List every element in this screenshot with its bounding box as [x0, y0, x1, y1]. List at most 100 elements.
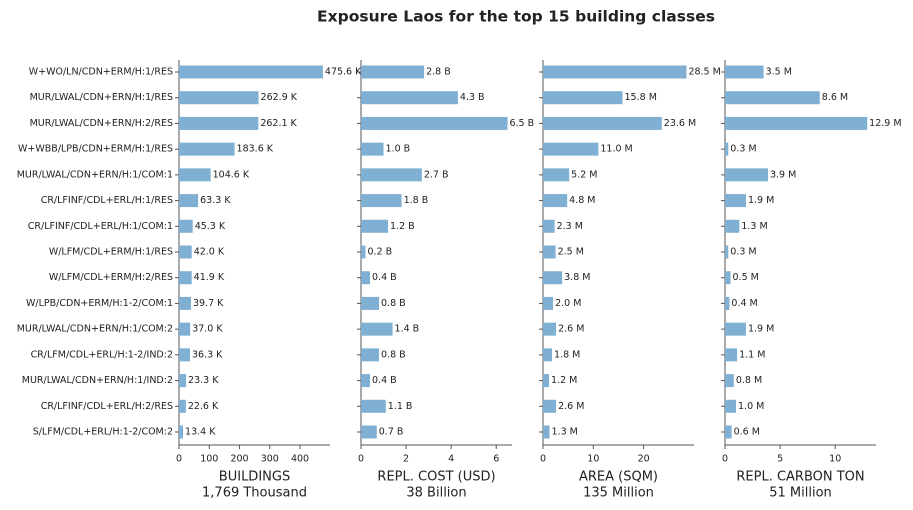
x-tick-label: 10 [587, 454, 599, 465]
value-label: 8.6 M [822, 92, 848, 103]
bar [543, 399, 557, 413]
value-label: 37.0 K [192, 324, 223, 335]
x-axis-label: REPL. COST (USD) [377, 470, 495, 485]
value-label: 2.3 M [557, 221, 583, 232]
value-label: 262.1 K [260, 118, 297, 129]
value-label: 1.8 M [554, 349, 580, 360]
bar [543, 219, 555, 233]
bar [543, 245, 556, 259]
bar [179, 194, 199, 208]
y-tick-label: CR/LFINF/CDL+ERL/H:2/RES [41, 401, 173, 412]
x-tick-label: 0 [722, 454, 728, 465]
value-label: 1.3 M [741, 221, 767, 232]
value-label: 5.2 M [571, 169, 597, 180]
value-label: 63.3 K [200, 195, 231, 206]
value-label: 41.9 K [194, 272, 225, 283]
bar [361, 296, 380, 310]
value-label: 1.2 B [390, 221, 415, 232]
bar [543, 296, 554, 310]
bar [361, 168, 422, 182]
value-label: 12.9 M [869, 118, 901, 129]
chart-title: Exposure Laos for the top 15 building cl… [317, 8, 715, 26]
value-label: 1.0 B [386, 144, 411, 155]
value-label: 22.6 K [188, 401, 219, 412]
x-tick-label: 200 [230, 454, 248, 465]
x-tick-label: 2 [403, 454, 409, 465]
x-axis-label: BUILDINGS [219, 470, 290, 485]
bar [361, 399, 386, 413]
x-tick-label: 0 [540, 454, 546, 465]
bar [543, 348, 553, 362]
y-tick-label: W/LPB/CDN+ERM/H:1-2/COM:1 [26, 298, 173, 309]
value-label: 23.3 K [188, 375, 219, 386]
bar [725, 194, 746, 208]
bar [179, 399, 186, 413]
bar [179, 65, 323, 79]
bar [543, 194, 568, 208]
value-label: 39.7 K [193, 298, 224, 309]
y-tick-label: MUR/LWAL/CDN+ERN/H:2/RES [30, 118, 173, 129]
x-axis-label: AREA (SQM) [579, 470, 658, 485]
bar [361, 65, 425, 79]
x-axis-label: 38 Billion [406, 486, 466, 501]
value-label: 262.9 K [261, 92, 298, 103]
x-tick-label: 0 [358, 454, 364, 465]
value-label: 1.9 M [748, 195, 774, 206]
bar [543, 65, 687, 79]
bar [725, 142, 729, 156]
bar [179, 91, 259, 105]
value-label: 3.5 M [766, 67, 792, 78]
value-label: 36.3 K [192, 349, 223, 360]
x-tick-label: 300 [261, 454, 279, 465]
bar [725, 168, 768, 182]
value-label: 1.2 M [551, 375, 577, 386]
bar [725, 425, 732, 439]
bar [725, 374, 734, 388]
bar [543, 168, 570, 182]
value-label: 0.7 B [379, 427, 404, 438]
bar [179, 374, 187, 388]
y-tick-label: MUR/LWAL/CDN+ERN/H:1/COM:2 [17, 324, 173, 335]
y-tick-label: W/LFM/CDL+ERM/H:1/RES [49, 247, 173, 258]
bar [361, 116, 508, 130]
bar [361, 322, 393, 336]
bar [179, 425, 184, 439]
x-axis-label: 51 Million [769, 486, 832, 501]
value-label: 1.9 M [748, 324, 774, 335]
bar [179, 348, 190, 362]
y-tick-label: W+WBB/LPB/CDN+ERM/H:1/RES [18, 144, 173, 155]
x-tick-label: 6 [493, 454, 499, 465]
value-label: 0.3 M [730, 144, 756, 155]
value-label: 0.5 M [733, 272, 759, 283]
bar [361, 245, 366, 259]
y-tick-label: W+WO/LN/CDN+ERM/H:1/RES [29, 67, 173, 78]
x-tick-label: 0 [176, 454, 182, 465]
value-label: 13.4 K [185, 427, 216, 438]
y-tick-label: CR/LFM/CDL+ERL/H:1-2/IND:2 [31, 349, 173, 360]
x-axis-label: 1,769 Thousand [202, 486, 307, 501]
value-label: 1.1 M [739, 349, 765, 360]
bar [725, 91, 820, 105]
bar [179, 271, 192, 285]
value-label: 0.8 B [381, 349, 406, 360]
value-label: 15.8 M [625, 92, 657, 103]
value-label: 475.6 K [325, 67, 362, 78]
bar [361, 219, 389, 233]
y-tick-label: S/LFM/CDL+ERL/H:1-2/COM:2 [33, 427, 173, 438]
bar [725, 271, 731, 285]
bar [179, 116, 259, 130]
value-label: 1.0 M [738, 401, 764, 412]
bar [179, 168, 211, 182]
bar [179, 219, 193, 233]
value-label: 3.8 M [564, 272, 590, 283]
value-label: 23.6 M [664, 118, 696, 129]
bar [725, 65, 764, 79]
bar [543, 271, 563, 285]
bar [725, 245, 729, 259]
bar [361, 271, 371, 285]
x-axis-label: 135 Million [583, 486, 654, 501]
y-tick-label: MUR/LWAL/CDN+ERN/H:1/RES [30, 92, 173, 103]
value-label: 104.6 K [213, 169, 250, 180]
bar [361, 142, 384, 156]
value-label: 0.8 M [736, 375, 762, 386]
